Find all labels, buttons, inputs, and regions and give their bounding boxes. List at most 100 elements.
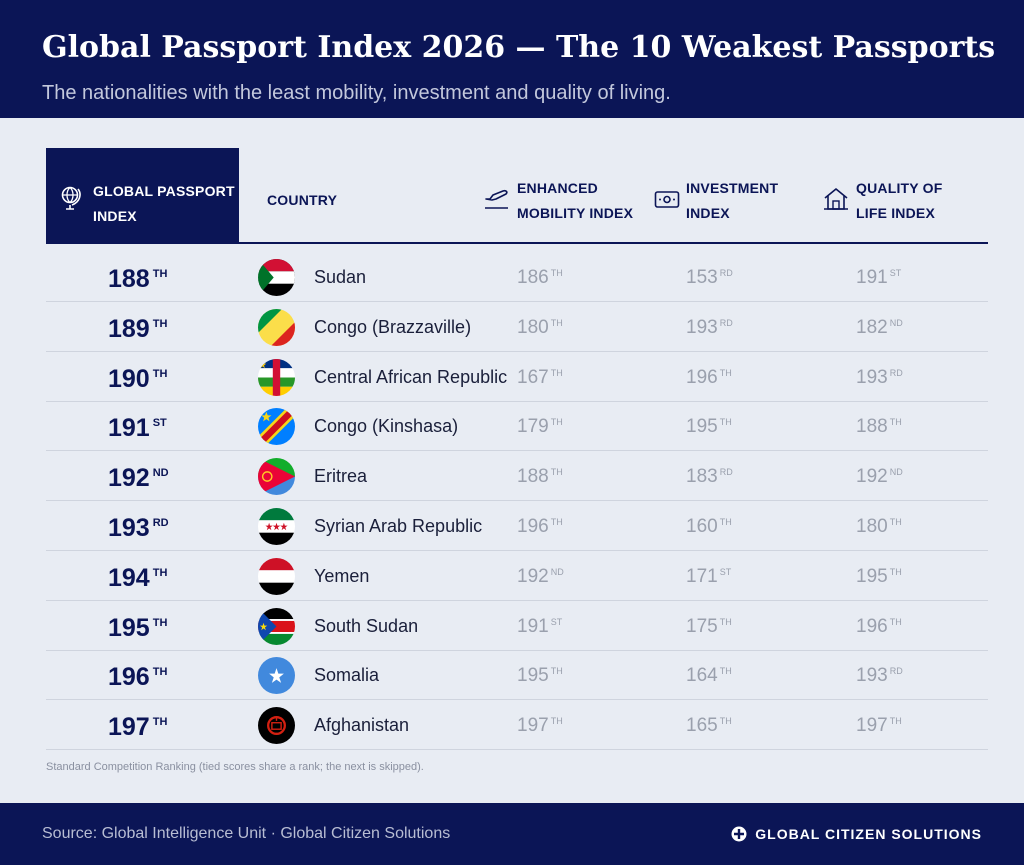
brand-name: GLOBAL CITIZEN SOLUTIONS [755, 826, 982, 842]
congo-brazzaville-flag [258, 308, 295, 346]
emi-suffix: TH [550, 317, 563, 328]
source-text: Source: Global Intelligence Unit · Globa… [42, 825, 451, 842]
column-header-gpi: GLOBAL PASSPORT INDEX [46, 148, 239, 244]
country-name: Syrian Arab Republic [314, 516, 483, 536]
rank-suffix: TH [152, 317, 168, 330]
qol-value: 188 [856, 416, 888, 438]
inv-rank: 171 ST [686, 566, 731, 588]
inv-suffix: TH [719, 417, 732, 428]
somalia-flag [258, 657, 295, 695]
emi-rank: 192 ND [517, 566, 564, 588]
inv-rank: 195 TH [686, 416, 732, 438]
table-row: 191 ST Congo (Kinshasa) 179 TH 195 TH 188 TH [46, 401, 988, 452]
qol-suffix: TH [889, 716, 902, 727]
country-name: Yemen [314, 565, 370, 586]
inv-rank: 196 TH [686, 367, 732, 389]
emi-suffix: TH [550, 417, 563, 428]
page-title: Global Passport Index 2026 — The 10 Weak… [42, 30, 996, 65]
rank-suffix: TH [152, 268, 168, 280]
emi-value: 191 [517, 615, 549, 637]
emi-suffix: TH [550, 467, 563, 478]
gpi-rank: 189 TH [108, 315, 167, 344]
emi-suffix: ND [550, 566, 564, 577]
emi-suffix: TH [550, 268, 563, 278]
gpi-rank: 188 TH [108, 265, 167, 294]
rank-value: 188 [108, 265, 150, 293]
logo-icon [731, 826, 747, 842]
gpi-rank: 194 TH [108, 564, 167, 593]
sudan-flag [258, 259, 295, 296]
inv-rank: 175 TH [686, 616, 732, 638]
qol-suffix: ND [889, 317, 903, 328]
qol-suffix: RD [889, 666, 903, 677]
emi-rank: 188 TH [517, 466, 563, 488]
inv-suffix: TH [719, 517, 732, 527]
country-name: Afghanistan [314, 715, 410, 736]
emi-value: 195 [517, 665, 549, 687]
rank-value: 197 [108, 713, 150, 742]
rank-suffix: ST [152, 417, 167, 430]
table-row: 194 TH Yemen 192 ND 171 ST 195 TH [46, 551, 988, 601]
gpi-rank: 195 TH [108, 614, 167, 643]
qol-suffix: TH [889, 517, 902, 527]
table-row: 192 ND Eritrea 188 TH 183 RD 192 ND [46, 451, 988, 502]
inv-suffix: RD [719, 268, 733, 278]
qol-rank: 193 RD [856, 367, 903, 389]
emi-rank: 179 TH [517, 416, 563, 438]
inv-header-line2: INDEX [686, 205, 730, 221]
inv-suffix: ST [719, 566, 732, 577]
gpi-rank: 197 TH [108, 713, 167, 742]
inv-rank: 153 RD [686, 267, 733, 289]
emi-value: 186 [517, 267, 549, 288]
table-row: 189 TH Congo (Brazzaville) 180 TH 193 RD 18… [46, 302, 988, 352]
eritrea-flag [258, 458, 295, 496]
emi-value: 179 [517, 416, 549, 438]
qol-suffix: TH [889, 417, 902, 428]
inv-header-line1: INVESTMENT [686, 180, 779, 196]
qol-value: 180 [856, 516, 888, 537]
rank-value: 193 [108, 514, 150, 542]
qol-suffix: ST [889, 268, 902, 278]
country-name: Sudan [314, 267, 367, 287]
emi-suffix: TH [550, 666, 563, 677]
table-row: 195 TH South Sudan 191 ST 175 TH 196 TH [46, 601, 988, 651]
qol-suffix: ND [889, 467, 903, 478]
qol-suffix: TH [889, 566, 902, 577]
inv-suffix: TH [719, 666, 732, 677]
congo-kinshasa-flag [258, 408, 295, 446]
qol-rank: 195 TH [856, 566, 902, 588]
country-name: South Sudan [314, 615, 419, 636]
house-icon [824, 188, 848, 210]
inv-value: 165 [686, 715, 718, 737]
airplane-icon [485, 189, 508, 209]
central-african-republic-flag [258, 358, 295, 396]
country-name: Eritrea [314, 466, 368, 487]
inv-value: 153 [686, 267, 718, 288]
emi-value: 196 [517, 516, 549, 537]
rank-value: 194 [108, 563, 150, 592]
rank-value: 190 [108, 364, 150, 393]
inv-value: 171 [686, 565, 718, 587]
emi-rank: 196 TH [517, 516, 563, 538]
footer: Source: Global Intelligence Unit · Globa… [0, 803, 1024, 865]
inv-suffix: TH [719, 367, 732, 378]
inv-rank: 160 TH [686, 516, 732, 538]
emi-value: 197 [517, 715, 549, 737]
rank-suffix: TH [152, 367, 168, 380]
banknote-icon [654, 191, 680, 208]
qol-value: 193 [856, 665, 888, 687]
qol-rank: 193 RD [856, 665, 903, 687]
country-name: Congo (Brazzaville) [314, 316, 472, 337]
qol-rank: 192 ND [856, 466, 903, 488]
emi-rank: 191 ST [517, 616, 562, 638]
inv-value: 175 [686, 615, 718, 637]
qol-value: 196 [856, 615, 888, 637]
emi-rank: 167 TH [517, 367, 563, 389]
emi-suffix: TH [550, 517, 563, 527]
qol-value: 192 [856, 466, 888, 488]
yemen-flag [258, 557, 295, 595]
rank-suffix: RD [152, 517, 169, 529]
emi-header-line1: ENHANCED [517, 180, 598, 196]
qol-rank: 182 ND [856, 317, 903, 339]
inv-value: 160 [686, 516, 718, 537]
